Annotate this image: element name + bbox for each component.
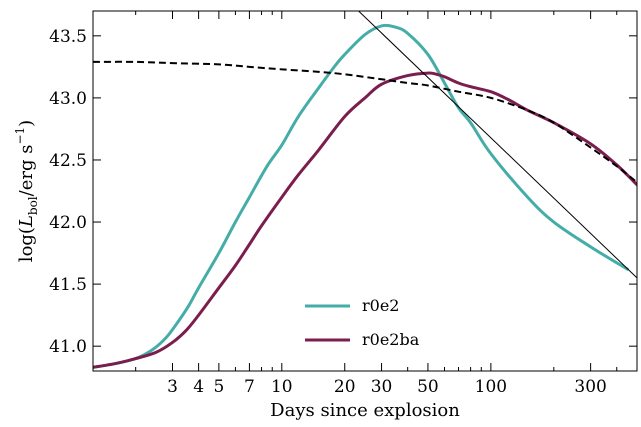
x-tick-label: 20 [334,377,356,397]
x-tick-label: 5 [213,377,224,397]
ticks-layer: 3 4 5 7 10 20 30 50 100 300 41.0 41.5 42.0 42.5 43.0 43… [49,11,638,397]
x-tick-label: 50 [417,377,439,397]
plot-area [93,11,637,371]
svg-text:log(Lbol/erg s−1): log(Lbol/erg s−1) [13,120,40,262]
x-tick-label: 4 [193,377,204,397]
power-law-line [357,11,637,279]
series-layer [93,11,637,369]
legend-label-r0e2: r0e2 [362,296,399,315]
y-tick-label: 42.5 [49,151,87,171]
dashed-reference-curve [93,60,637,184]
x-tick-label: 30 [371,377,393,397]
y-tick-label: 43.0 [49,89,87,109]
y-tick-label: 41.0 [49,337,87,357]
plot-frame [92,10,638,372]
x-tick-label: 100 [475,377,507,397]
x-axis-label: Days since explosion [270,400,460,421]
y-tick-label: 43.5 [49,27,87,47]
r0e2ba-curve [93,71,637,369]
x-tick-label: 10 [271,377,293,397]
legend: r0e2 r0e2ba [305,296,420,349]
x-tick-label: 300 [574,377,606,397]
legend-label-r0e2ba: r0e2ba [362,330,420,349]
y-axis-label: log(Lbol/erg s−1) [13,120,40,262]
y-tick-label: 41.5 [49,275,87,295]
y-tick-label: 42.0 [49,213,87,233]
x-tick-label: 7 [244,377,255,397]
r0e2-curve [93,23,629,369]
x-tick-label: 3 [167,377,178,397]
